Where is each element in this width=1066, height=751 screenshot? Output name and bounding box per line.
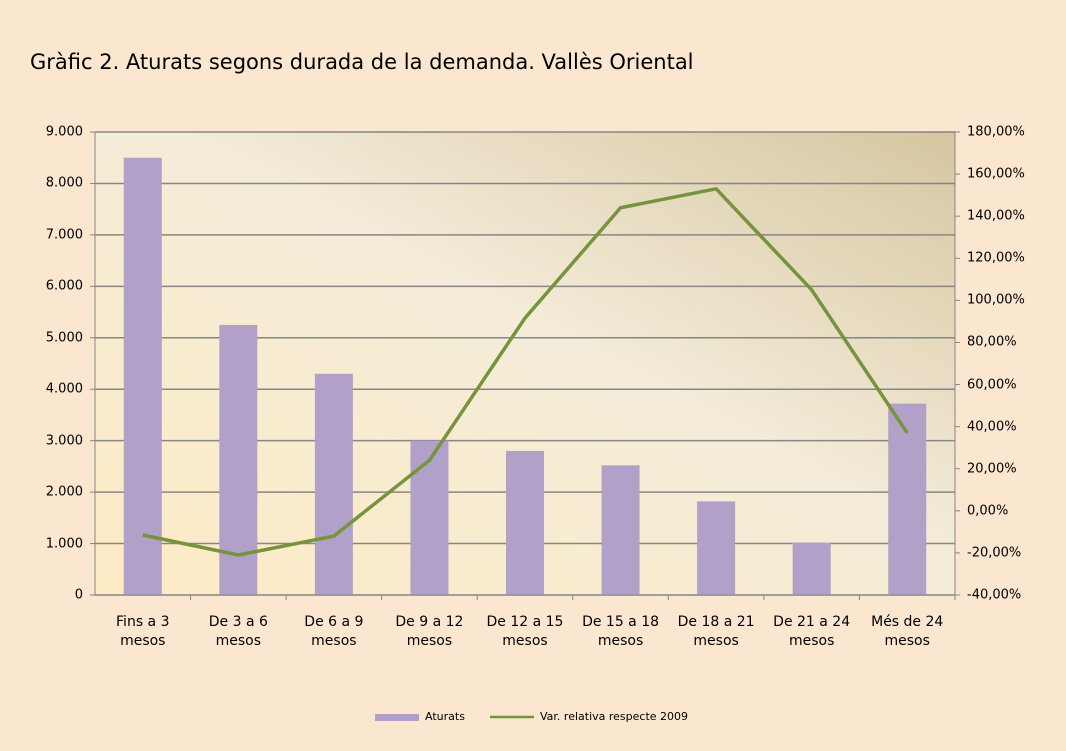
y2-tick-label: 20,00%: [967, 461, 1017, 477]
y-tick-label: 9.000: [45, 124, 83, 140]
x-tick-label: De 21 a 24 mesos: [773, 614, 851, 649]
y2-tick-label: -20,00%: [967, 545, 1022, 561]
bar: [123, 157, 162, 595]
chart-title: Gràfic 2. Aturats segons durada de la de…: [30, 50, 694, 74]
x-tick-label: De 3 a 6 mesos: [208, 614, 268, 649]
y-tick-label: 0: [74, 587, 83, 603]
legend-swatch: [375, 714, 419, 721]
legend-label: Aturats: [425, 710, 465, 723]
x-tick-label: De 15 a 18 mesos: [582, 614, 660, 649]
y-tick-label: 2.000: [45, 484, 83, 500]
bar: [697, 501, 736, 595]
y-tick-label: 3.000: [45, 433, 83, 449]
y2-tick-label: 140,00%: [967, 208, 1025, 224]
y2-tick-label: 0,00%: [967, 503, 1009, 519]
y-tick-label: 5.000: [45, 330, 83, 346]
bar: [888, 403, 927, 595]
bar: [506, 450, 544, 595]
bar: [792, 542, 831, 595]
x-tick-label: De 6 a 9 mesos: [304, 614, 364, 649]
y-tick-label: 6.000: [45, 278, 83, 294]
legend-label: Var. relativa respecte 2009: [540, 710, 689, 723]
x-tick-label: Fins a 3 mesos: [116, 614, 170, 649]
y-tick-label: 1.000: [45, 536, 83, 552]
y2-tick-label: 180,00%: [967, 124, 1025, 140]
y-tick-label: 7.000: [45, 227, 83, 243]
bar: [219, 324, 258, 595]
y2-tick-label: 160,00%: [967, 166, 1025, 182]
y2-tick-label: -40,00%: [967, 587, 1022, 603]
x-tick-label: De 18 a 21 mesos: [677, 614, 755, 649]
y2-tick-label: 40,00%: [967, 419, 1017, 435]
y-tick-label: 4.000: [45, 381, 83, 397]
x-tick-label: De 9 a 12 mesos: [395, 614, 464, 649]
y2-tick-label: 120,00%: [967, 250, 1025, 266]
x-tick-label: Més de 24 mesos: [871, 614, 944, 649]
x-tick-label: De 12 a 15 mesos: [486, 614, 564, 649]
y2-tick-label: 80,00%: [967, 334, 1017, 350]
bar: [314, 373, 353, 595]
bar: [601, 465, 640, 595]
y-tick-label: 8.000: [45, 175, 83, 191]
bar: [410, 440, 449, 595]
line: [142, 187, 909, 557]
y2-tick-label: 100,00%: [967, 292, 1025, 308]
y2-tick-label: 60,00%: [967, 377, 1017, 393]
